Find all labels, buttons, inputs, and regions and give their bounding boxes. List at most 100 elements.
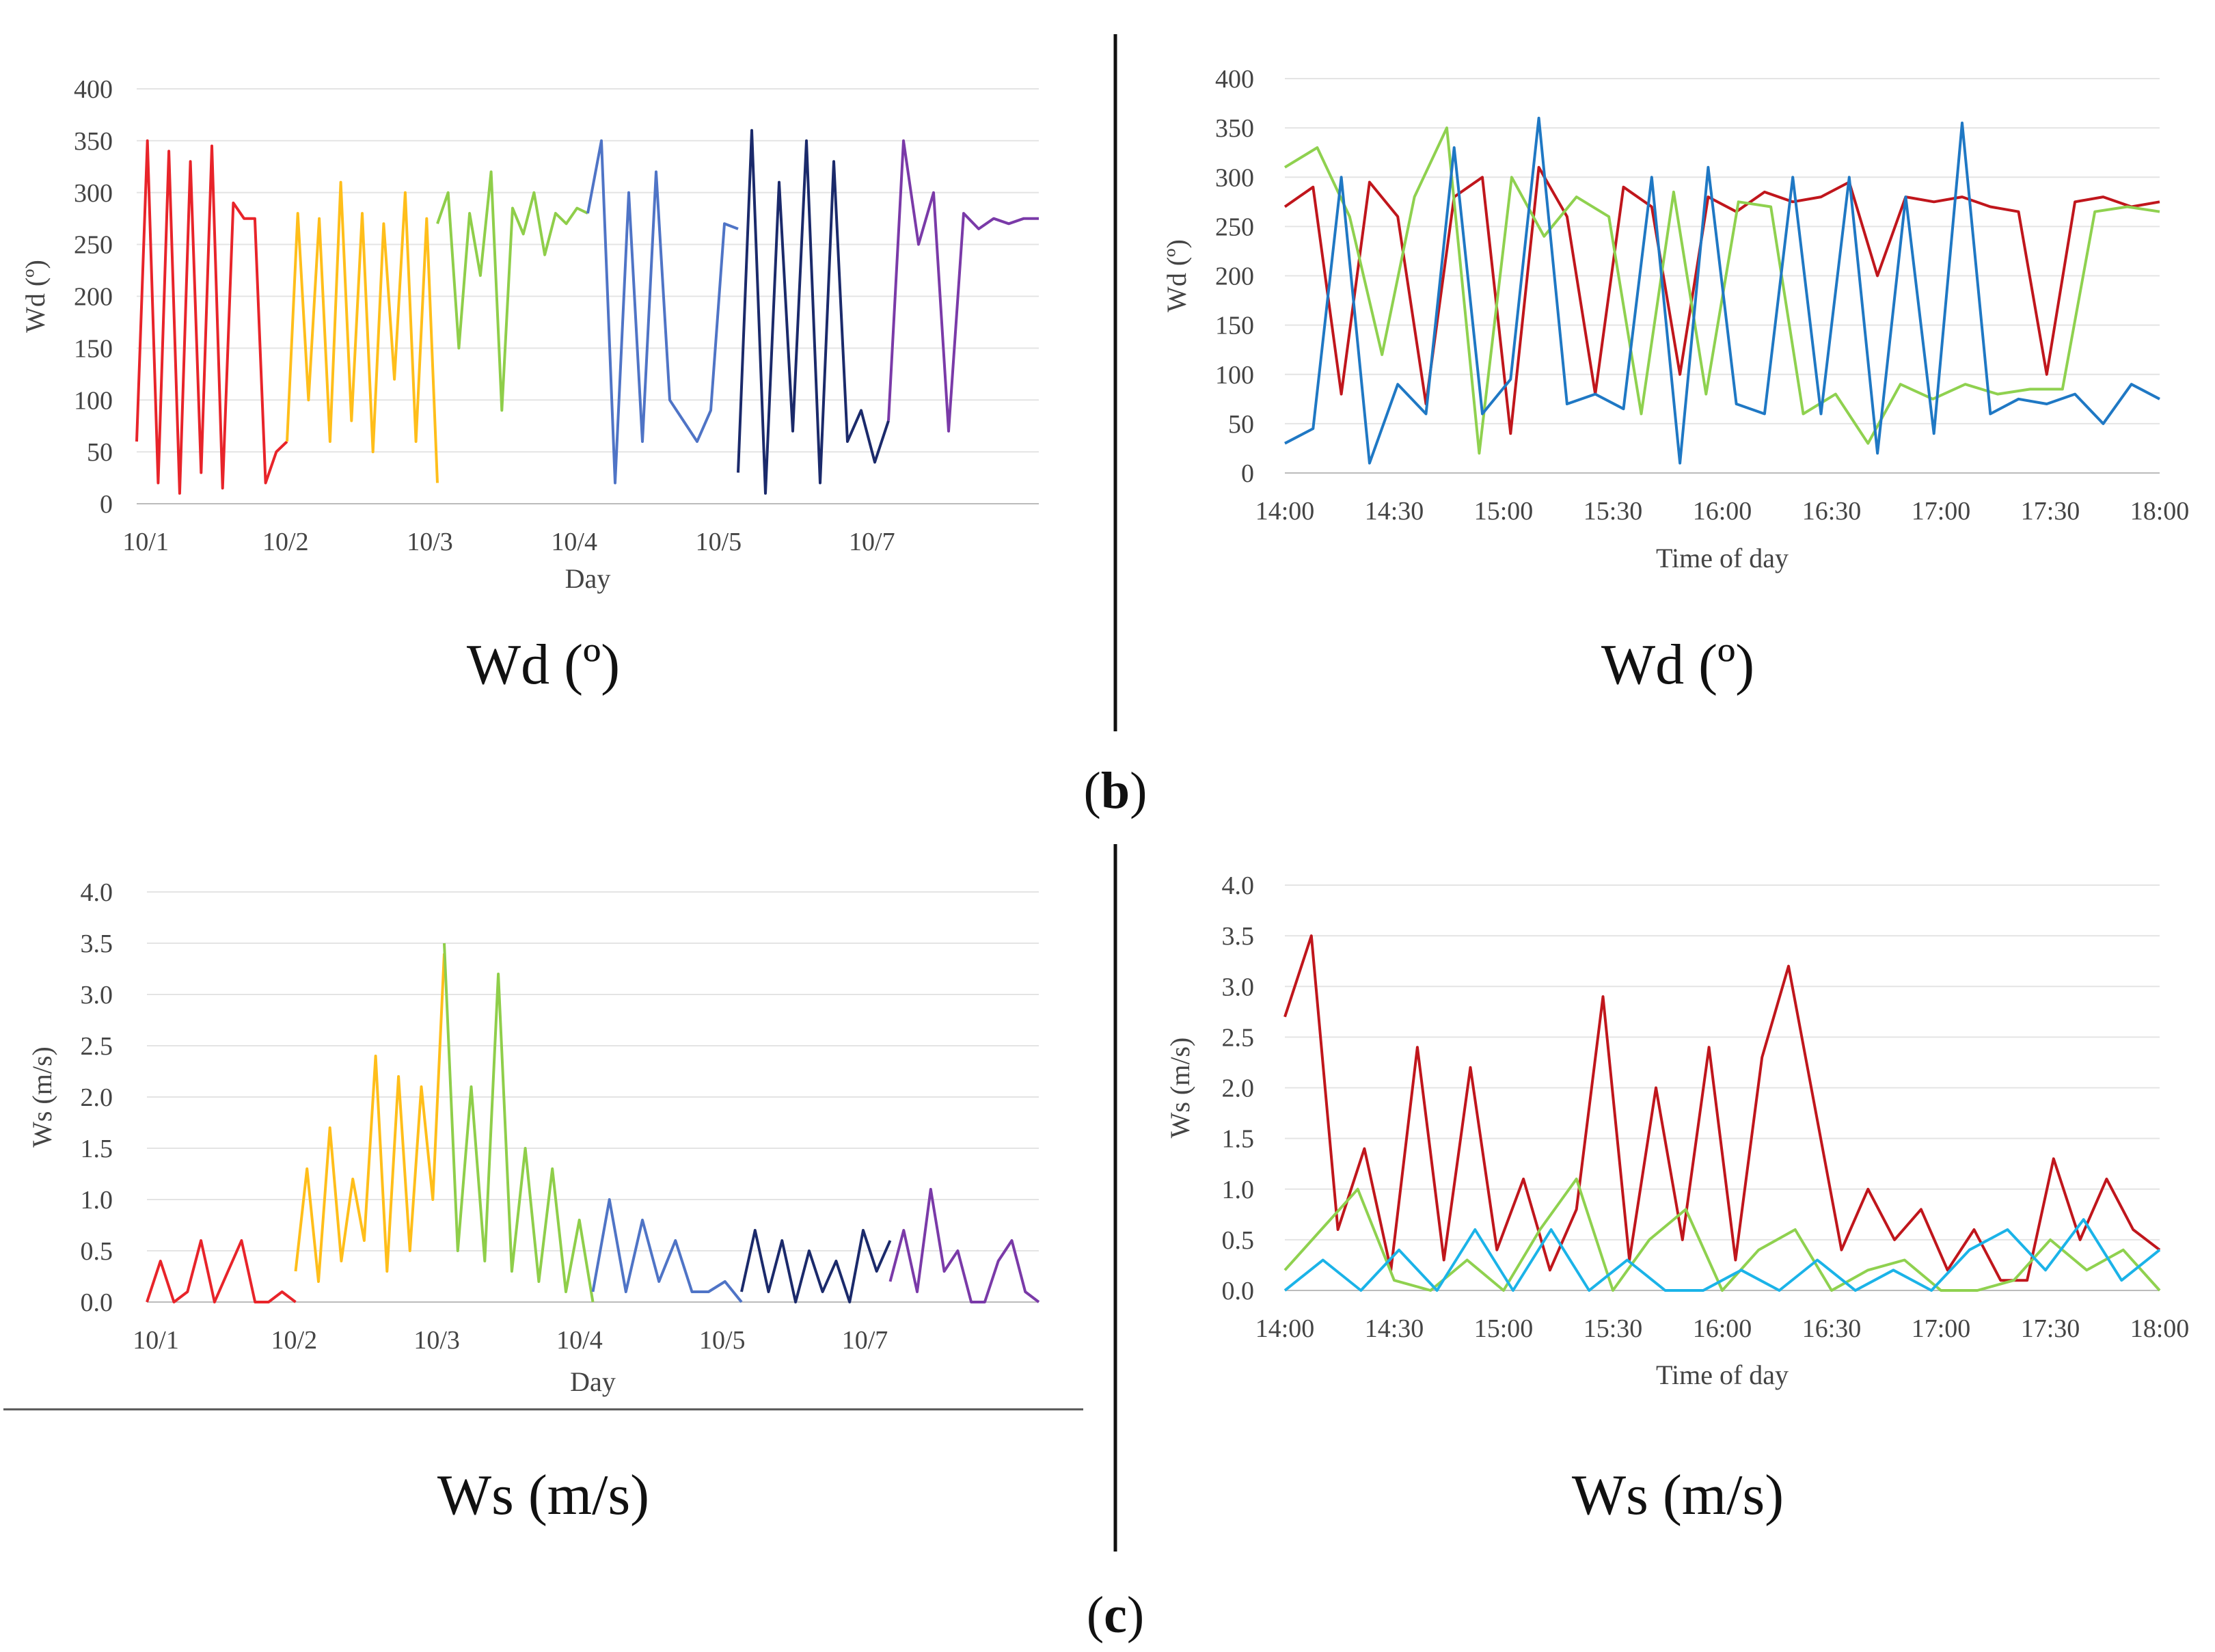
series-line-10-3 [436,170,588,412]
x-tick-label: 16:00 [1693,497,1752,526]
y-tick-label: 200 [74,283,113,312]
y-tick-label: 350 [74,127,113,156]
x-tick-label: 10/1 [133,1326,179,1355]
panel-label-c: (c) [1087,1586,1144,1644]
x-tick-label: 18:00 [2130,497,2190,526]
y-tick-label: 50 [87,438,113,467]
x-tick-label: 14:30 [1365,1314,1424,1343]
x-tick-label: 17:00 [1912,1314,1971,1343]
y-tick-label: 0.0 [1222,1277,1255,1305]
x-tick-label: 15:30 [1584,1314,1643,1343]
y-tick-label: 0 [1241,459,1254,488]
y-tick-label: 200 [1215,262,1254,291]
y-tick-label: 250 [1215,213,1254,241]
x-tick-label: 10/3 [413,1326,460,1355]
x-tick-label: 10/5 [699,1326,746,1355]
series-line-10-1 [135,139,288,495]
chart-caption: Ws (m/s) [1572,1463,1784,1527]
series-line-site-3 [1283,1218,2161,1292]
x-axis-label: Time of day [1656,543,1789,573]
series-line-site-3 [1284,116,2160,465]
chart-caption: Wd (º) [1601,633,1754,696]
y-tick-label: 150 [1215,312,1254,340]
series-line-10-3 [443,943,595,1303]
y-tick-label: 2.5 [81,1032,113,1061]
chart-caption: Wd (º) [467,633,620,696]
x-tick-label: 17:30 [2021,1314,2080,1343]
x-tick-label: 16:30 [1802,1314,1862,1343]
x-tick-label: 10/4 [551,528,597,556]
chart-ws-by-day: 0.0 0.5 1.0 1.5 2.0 2.5 3.0 3.5 4.0 10/1 10/2 10/3 1… [27,878,1040,1527]
y-tick-label: 1.5 [81,1135,113,1163]
y-tick-label: 3.5 [1222,922,1255,951]
y-tick-label: 400 [74,75,113,104]
series-line-10-2 [286,180,439,483]
series-line-10-7 [887,139,1039,433]
x-tick-label: 10/3 [407,528,453,556]
y-tick-label: 400 [1215,65,1254,94]
y-tick-label: 1.0 [1222,1176,1255,1204]
y-tick-label: 50 [1228,410,1254,439]
y-tick-label: 300 [74,179,113,208]
y-tick-label: 3.0 [1222,973,1255,1001]
y-tick-label: 0 [100,490,113,519]
x-tick-label: 18:00 [2130,1314,2190,1343]
x-axis-label: Time of day [1656,1359,1789,1390]
y-axis-label: Ws (m/s) [1165,1038,1195,1139]
x-tick-label: 17:00 [1912,497,1971,526]
panel-label-b: (b) [1084,762,1147,820]
series-line-10-5 [737,128,890,495]
y-axis-label: Wd (º) [20,260,51,333]
y-tick-label: 4.0 [1222,871,1255,900]
y-tick-label: 4.0 [81,878,113,907]
chart-caption: Ws (m/s) [437,1463,649,1527]
y-tick-label: 1.5 [1222,1125,1255,1154]
series-line-10-2 [294,953,446,1283]
series-line-site-2 [1283,1177,2161,1292]
y-tick-label: 100 [74,386,113,415]
y-axis-label: Wd (º) [1161,239,1192,312]
y-tick-label: 350 [1215,114,1254,143]
series-line-10-1 [146,1239,297,1303]
x-tick-label: 10/5 [696,528,742,556]
x-tick-label: 10/2 [271,1326,318,1355]
y-tick-label: 3.0 [81,981,113,1010]
x-tick-label: 14:00 [1255,497,1315,526]
x-tick-label: 10/7 [849,528,895,556]
chart-wd-by-time: 0 50 100 150 200 250 300 350 400 14:00 14:30 15:00 1… [1161,65,2189,696]
y-tick-label: 2.0 [81,1083,113,1112]
series-line-site-1 [1283,934,2161,1282]
y-tick-label: 150 [74,334,113,363]
y-tick-label: 0.5 [81,1237,113,1266]
x-tick-label: 10/1 [122,528,169,556]
x-tick-label: 16:00 [1693,1314,1752,1343]
x-tick-label: 15:00 [1474,497,1534,526]
y-tick-label: 3.5 [81,930,113,958]
y-tick-label: 2.0 [1222,1074,1255,1103]
x-tick-label: 10/4 [556,1326,603,1355]
series-line-site-2 [1283,126,2160,455]
series-line-10-5 [740,1229,892,1303]
x-tick-label: 14:30 [1365,497,1424,526]
y-tick-label: 1.0 [81,1186,113,1215]
x-tick-label: 15:00 [1474,1314,1534,1343]
y-tick-label: 250 [74,231,113,260]
y-tick-label: 100 [1215,361,1254,390]
x-tick-label: 14:00 [1255,1314,1315,1343]
x-tick-label: 10/7 [842,1326,888,1355]
chart-wd-by-day: 0 50 100 150 200 250 300 350 400 10/1 10/2 10/3 10/4… [20,75,1039,696]
x-axis-label: Day [565,563,611,594]
chart-ws-by-time: 0.0 0.5 1.0 1.5 2.0 2.5 3.0 3.5 4.0 14:00 14:30 15:… [1165,871,2189,1527]
y-tick-label: 300 [1215,163,1254,192]
series-line-10-7 [888,1188,1040,1303]
x-axis-label: Day [570,1366,616,1397]
y-axis-label: Ws (m/s) [27,1046,57,1148]
x-tick-label: 15:30 [1584,497,1643,526]
y-tick-label: 0.5 [1222,1226,1255,1255]
y-tick-label: 2.5 [1222,1023,1255,1052]
x-tick-label: 10/2 [262,528,309,556]
x-tick-label: 16:30 [1802,497,1862,526]
y-tick-label: 0.0 [81,1288,113,1317]
series-line-10-4 [586,139,739,485]
